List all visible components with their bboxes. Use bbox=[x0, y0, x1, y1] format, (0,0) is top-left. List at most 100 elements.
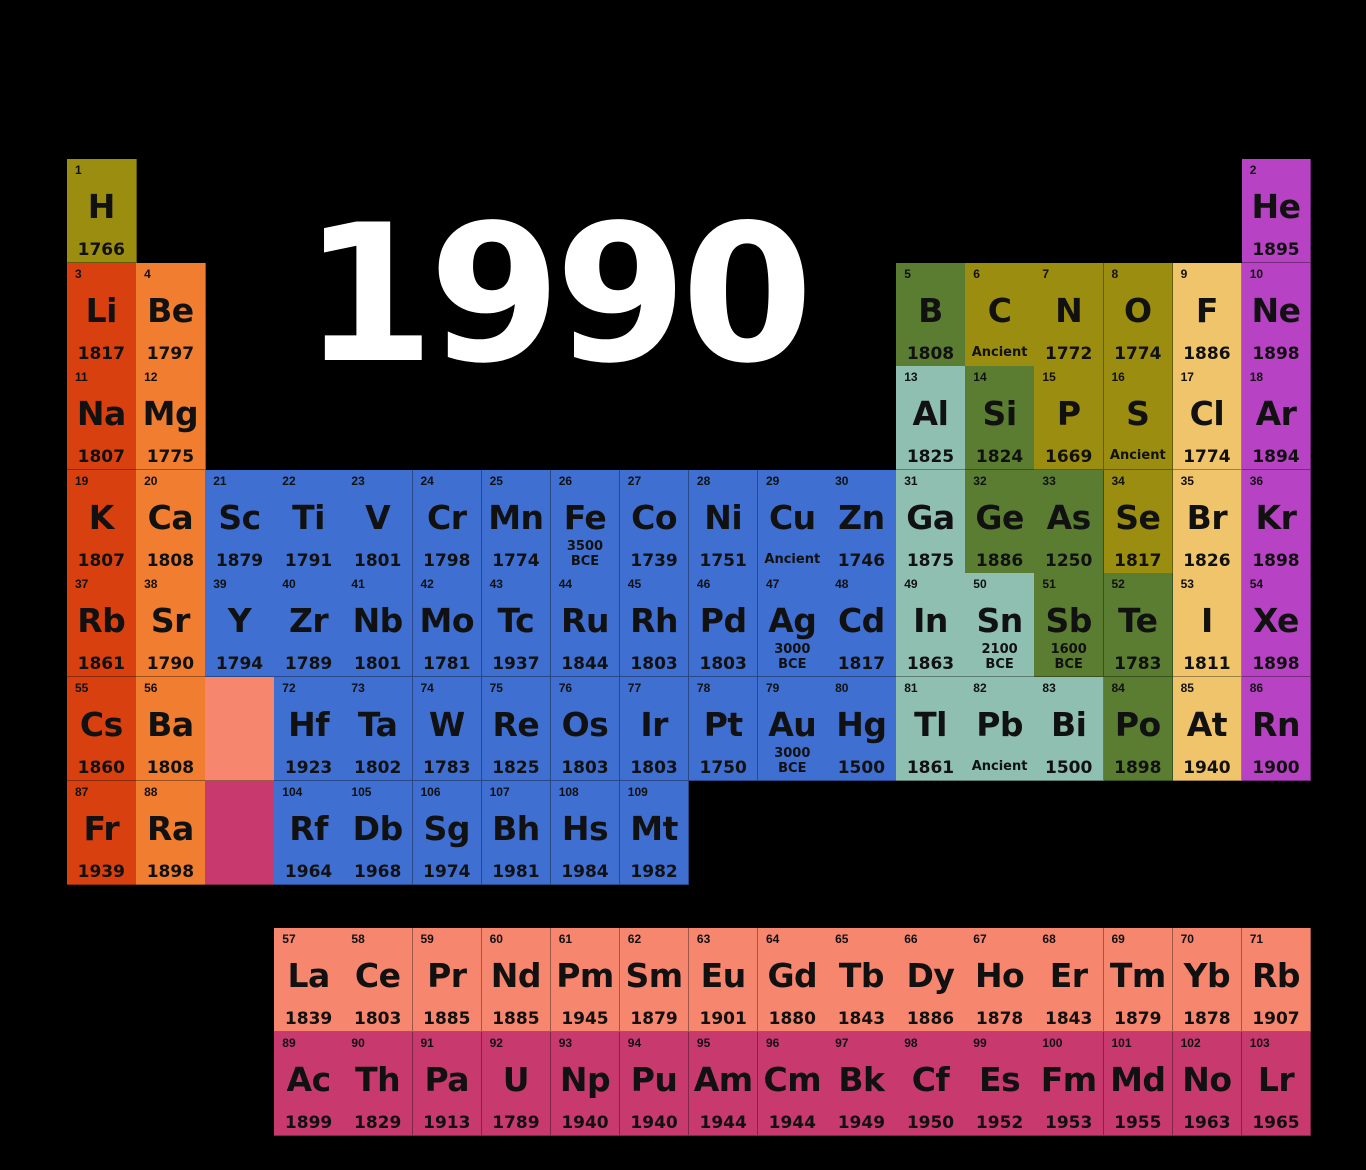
atomic-number: 38 bbox=[144, 577, 158, 592]
discovery-year: 1808 bbox=[146, 550, 195, 571]
element-cell-kr: 36 Kr 1898 bbox=[1241, 469, 1312, 574]
atomic-number: 83 bbox=[1042, 681, 1056, 695]
element-cell-rb: 71 Rb 1907 bbox=[1241, 928, 1312, 1033]
element-cell-sc: 21 Sc 1879 bbox=[205, 469, 275, 574]
discovery-year: Ancient bbox=[971, 759, 1028, 775]
discovery-year: 1500 bbox=[837, 758, 886, 779]
atomic-number: 62 bbox=[627, 932, 642, 946]
element-symbol: Tc bbox=[497, 601, 535, 641]
element-symbol: Rb bbox=[1251, 956, 1301, 995]
atomic-number: 79 bbox=[766, 681, 780, 695]
element-symbol: Rh bbox=[630, 601, 679, 641]
element-symbol: Tb bbox=[838, 956, 885, 995]
element-cell-cu: 29 Cu Ancient bbox=[758, 469, 828, 574]
element-symbol: Tm bbox=[1109, 956, 1166, 995]
element-cell-gd: 64 Gd 1880 bbox=[758, 928, 828, 1033]
element-symbol: Mn bbox=[488, 497, 544, 537]
element-symbol: In bbox=[913, 601, 948, 641]
discovery-year: 1952 bbox=[975, 1112, 1024, 1133]
element-symbol: Al bbox=[912, 394, 949, 434]
element-symbol: Xe bbox=[1253, 601, 1299, 641]
element-symbol: Bi bbox=[1050, 705, 1087, 744]
discovery-year: 1250 bbox=[1045, 550, 1093, 571]
discovery-year: 1811 bbox=[1183, 654, 1231, 675]
discovery-year: 1817 bbox=[837, 654, 886, 675]
element-symbol: Hs bbox=[561, 808, 609, 848]
element-symbol: Be bbox=[147, 290, 194, 330]
element-symbol: B bbox=[918, 290, 943, 330]
element-cell-at: 85 At 1940 bbox=[1172, 677, 1243, 782]
discovery-year: 1939 bbox=[77, 861, 125, 882]
element-symbol: Mg bbox=[142, 394, 199, 434]
element-cell-rh: 45 Rh 1803 bbox=[619, 573, 690, 678]
atomic-number: 34 bbox=[1111, 473, 1125, 488]
atomic-number: 67 bbox=[973, 932, 987, 946]
element-symbol: U bbox=[502, 1059, 530, 1099]
atomic-number: 73 bbox=[351, 681, 365, 695]
element-cell-cl: 17 Cl 1774 bbox=[1172, 366, 1243, 471]
element-symbol: C bbox=[987, 290, 1012, 330]
discovery-year: 1774 bbox=[492, 550, 540, 571]
element-cell-in: 49 In 1863 bbox=[896, 573, 966, 678]
element-symbol: N bbox=[1055, 290, 1083, 330]
atomic-number: 44 bbox=[558, 577, 573, 592]
atomic-number: 7 bbox=[1042, 266, 1050, 281]
element-cell-as: 33 As 1250 bbox=[1034, 469, 1104, 574]
discovery-year: 1825 bbox=[492, 758, 540, 779]
discovery-year: 1669 bbox=[1045, 447, 1093, 468]
element-cell-si: 14 Si 1824 bbox=[965, 366, 1035, 471]
discovery-year: 1783 bbox=[423, 758, 471, 779]
discovery-year: 1791 bbox=[284, 550, 333, 571]
element-cell-hg: 80 Hg 1500 bbox=[827, 677, 897, 782]
element-symbol: Te bbox=[1118, 601, 1158, 641]
discovery-year: 1899 bbox=[284, 1112, 333, 1133]
atomic-number: 37 bbox=[75, 577, 89, 592]
discovery-year: 1907 bbox=[1252, 1009, 1300, 1030]
discovery-year: 1817 bbox=[77, 343, 125, 364]
atomic-number: 92 bbox=[489, 1035, 503, 1050]
element-cell-cs: 55 Cs 1860 bbox=[67, 677, 137, 782]
element-cell-fr: 87 Fr 1939 bbox=[67, 780, 137, 885]
element-cell-ti: 22 Ti 1791 bbox=[274, 469, 344, 574]
element-cell-tb: 65 Tb 1843 bbox=[827, 928, 897, 1033]
discovery-year: 1953 bbox=[1045, 1112, 1093, 1133]
atomic-number: 50 bbox=[973, 577, 987, 592]
element-cell-pa: 91 Pa 1913 bbox=[412, 1031, 483, 1136]
element-cell-pu: 94 Pu 1940 bbox=[619, 1031, 690, 1136]
atomic-number: 33 bbox=[1042, 473, 1056, 488]
element-symbol: Pm bbox=[556, 956, 614, 995]
element-cell-mn: 25 Mn 1774 bbox=[481, 469, 552, 574]
atomic-number: 31 bbox=[904, 473, 918, 488]
element-cell-tm: 69 Tm 1879 bbox=[1103, 928, 1174, 1033]
element-cell-ga: 31 Ga 1875 bbox=[896, 469, 966, 574]
element-symbol: Hf bbox=[288, 705, 330, 744]
discovery-year: 1801 bbox=[354, 550, 402, 571]
atomic-number: 19 bbox=[75, 473, 89, 488]
atomic-number: 99 bbox=[973, 1035, 987, 1050]
atomic-number: 74 bbox=[420, 681, 434, 695]
discovery-year: 1802 bbox=[354, 758, 402, 779]
discovery-year: 1803 bbox=[561, 758, 609, 779]
element-symbol: Ag bbox=[768, 601, 817, 641]
element-symbol: Ge bbox=[975, 497, 1024, 537]
element-symbol: Dy bbox=[906, 956, 955, 995]
element-cell-o: 8 O 1774 bbox=[1103, 262, 1174, 367]
element-symbol: I bbox=[1201, 601, 1213, 641]
atomic-number: 88 bbox=[144, 784, 158, 799]
element-cell-rb: 37 Rb 1861 bbox=[67, 573, 137, 678]
atomic-number: 58 bbox=[351, 932, 365, 946]
element-symbol: Rn bbox=[1252, 705, 1300, 744]
element-cell-s: 16 S Ancient bbox=[1103, 366, 1174, 471]
element-symbol: Tl bbox=[914, 705, 947, 744]
discovery-year: 1968 bbox=[354, 861, 402, 882]
element-symbol: Ru bbox=[561, 601, 609, 641]
element-cell-fe: 26 Fe 3500 BCE bbox=[550, 469, 621, 574]
element-symbol: Kr bbox=[1255, 497, 1297, 537]
discovery-year: 1789 bbox=[284, 654, 333, 675]
element-cell-zn: 30 Zn 1746 bbox=[827, 469, 897, 574]
element-cell-sb: 51 Sb 1600 BCE bbox=[1034, 573, 1104, 678]
discovery-year: 1861 bbox=[77, 654, 125, 675]
element-cell-xe: 54 Xe 1898 bbox=[1241, 573, 1312, 678]
discovery-year: Ancient bbox=[1109, 448, 1166, 464]
